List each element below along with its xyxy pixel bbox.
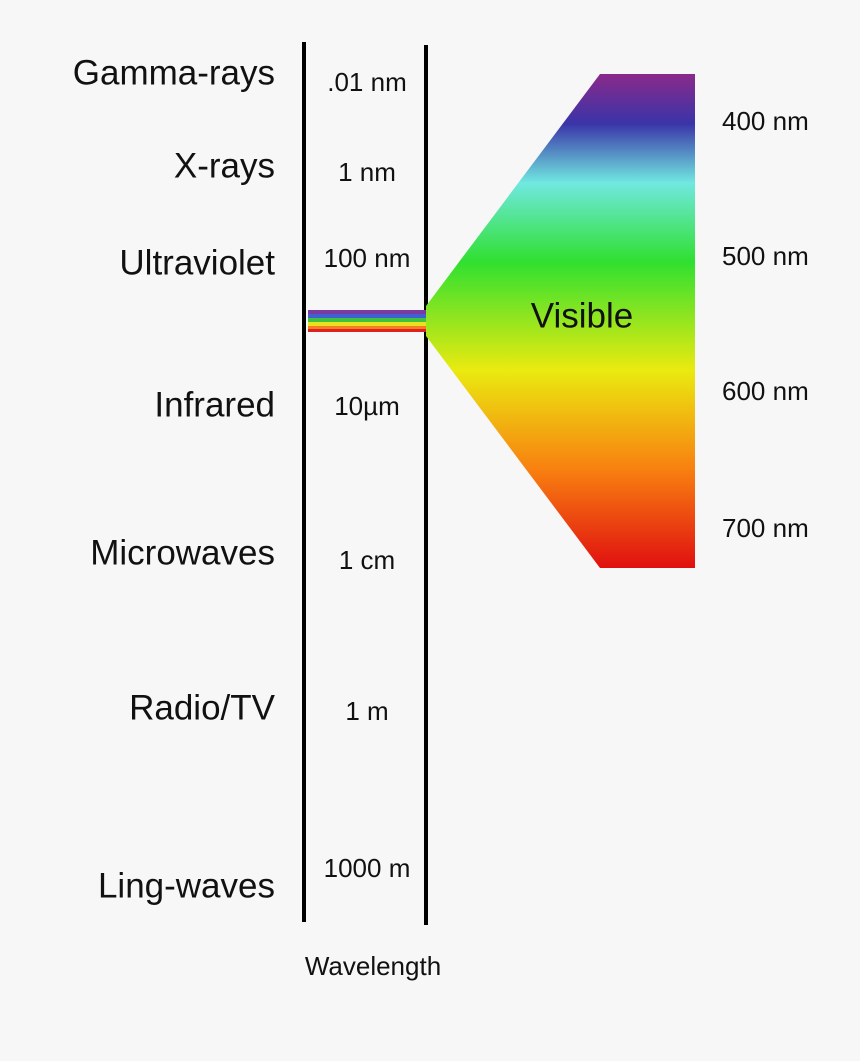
visible-wavelength: 600 nm xyxy=(722,376,809,406)
band-name: X-rays xyxy=(174,146,275,185)
visible-label: Visible xyxy=(531,296,633,335)
band-wavelength: 10µm xyxy=(334,391,400,421)
band-name: Microwaves xyxy=(90,533,275,572)
visible-wavelength: 500 nm xyxy=(722,241,809,271)
visible-wavelength: 400 nm xyxy=(722,106,809,136)
band-name: Radio/TV xyxy=(129,688,276,727)
band-wavelength: 1000 m xyxy=(324,853,411,883)
visible-wavelength: 700 nm xyxy=(722,513,809,543)
band-wavelength: 100 nm xyxy=(324,243,411,273)
band-wavelength: .01 nm xyxy=(327,67,407,97)
band-name: Ling-waves xyxy=(98,866,275,905)
band-name: Ultraviolet xyxy=(119,243,275,282)
band-wavelength: 1 cm xyxy=(339,545,395,575)
rainbow-strip xyxy=(308,310,426,332)
axis-label: Wavelength xyxy=(305,951,441,981)
band-wavelength: 1 m xyxy=(345,696,388,726)
band-name: Infrared xyxy=(154,385,275,424)
visible-spectrum xyxy=(426,74,695,568)
band-name: Gamma-rays xyxy=(73,53,275,92)
band-wavelength: 1 nm xyxy=(338,157,396,187)
